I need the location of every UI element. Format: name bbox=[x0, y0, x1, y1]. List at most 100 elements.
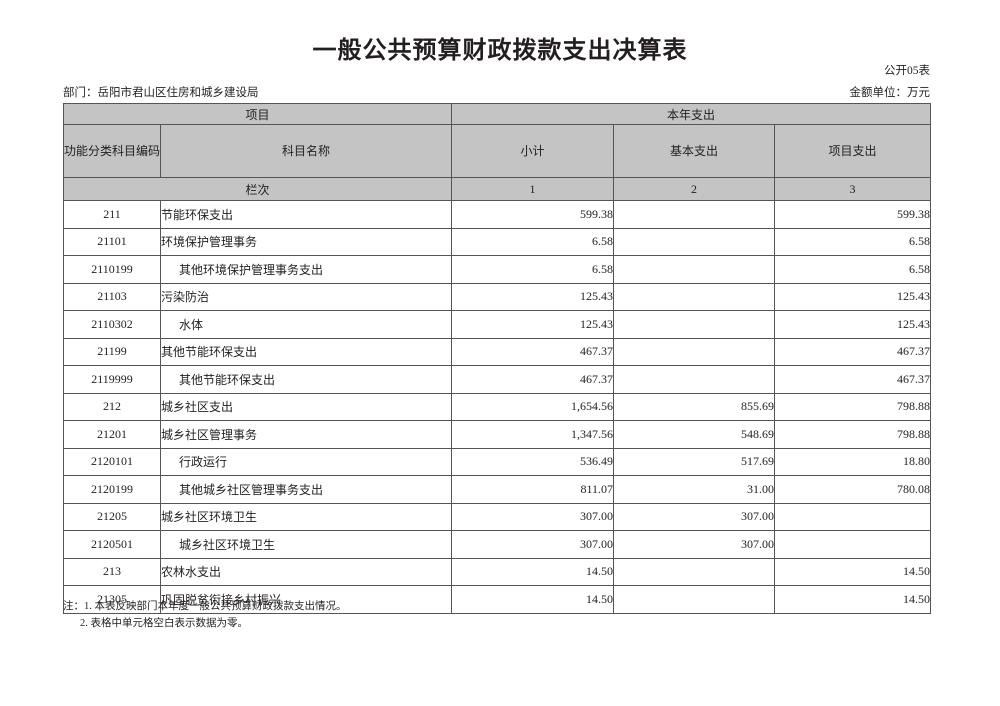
cell-project: 14.50 bbox=[774, 585, 932, 614]
cell-basic bbox=[613, 200, 776, 229]
table-row: 2120199 其他城乡社区管理事务支出 811.07 31.00 780.08 bbox=[63, 475, 932, 504]
cell-basic: 307.00 bbox=[613, 530, 776, 559]
cell-project: 14.50 bbox=[774, 557, 932, 586]
header-group-current-year-expenditure: 本年支出 bbox=[451, 103, 932, 125]
table-row: 212 城乡社区支出 1,654.56 855.69 798.88 bbox=[63, 392, 932, 421]
cell-name: 其他城乡社区管理事务支出 bbox=[159, 475, 453, 504]
amount-unit-label: 金额单位：万元 bbox=[849, 87, 931, 99]
cell-basic: 548.69 bbox=[613, 420, 776, 449]
department-label: 部门：岳阳市君山区住房和城乡建设局 bbox=[63, 87, 259, 99]
cell-name: 其他环境保护管理事务支出 bbox=[159, 255, 453, 284]
header-col-basic: 基本支出 bbox=[613, 124, 776, 178]
table-row: 2120101 行政运行 536.49 517.69 18.80 bbox=[63, 447, 932, 476]
cell-project: 798.88 bbox=[774, 420, 932, 449]
cell-subtotal: 1,654.56 bbox=[451, 392, 615, 421]
cell-basic bbox=[613, 337, 776, 366]
budget-table-container: 项目 本年支出 功能分类科目编码 科目名称 小计 基本支出 项目支出 栏次 1 … bbox=[62, 103, 932, 614]
table-row: 21305 巩固脱贫衔接乡村振兴 14.50 14.50 bbox=[63, 585, 932, 614]
table-row: 21199 其他节能环保支出 467.37 467.37 bbox=[63, 337, 932, 366]
cell-project bbox=[774, 502, 932, 531]
cell-subtotal: 6.58 bbox=[451, 255, 615, 284]
lane-number-subtotal: 1 bbox=[451, 177, 615, 201]
cell-name: 农林水支出 bbox=[159, 557, 453, 586]
cell-subtotal: 467.37 bbox=[451, 337, 615, 366]
table-row: 2110199 其他环境保护管理事务支出 6.58 6.58 bbox=[63, 255, 932, 284]
note-line-2: 2. 表格中单元格空白表示数据为零。 bbox=[80, 618, 248, 630]
lane-number-basic: 2 bbox=[613, 177, 776, 201]
cell-subtotal: 307.00 bbox=[451, 530, 615, 559]
cell-subtotal: 599.38 bbox=[451, 200, 615, 229]
header-group-item: 项目 bbox=[62, 103, 453, 125]
cell-name: 环境保护管理事务 bbox=[159, 227, 453, 256]
cell-basic: 855.69 bbox=[613, 392, 776, 421]
cell-project: 18.80 bbox=[774, 447, 932, 476]
cell-project: 780.08 bbox=[774, 475, 932, 504]
cell-basic bbox=[613, 282, 776, 311]
cell-basic bbox=[613, 585, 776, 614]
table-row: 2110302 水体 125.43 125.43 bbox=[63, 310, 932, 339]
cell-name: 其他节能环保支出 bbox=[159, 365, 453, 394]
cell-name: 行政运行 bbox=[159, 447, 453, 476]
table-head: 项目 本年支出 功能分类科目编码 科目名称 小计 基本支出 项目支出 栏次 1 … bbox=[62, 103, 932, 201]
cell-name: 其他节能环保支出 bbox=[159, 337, 453, 366]
table-row: 213 农林水支出 14.50 14.50 bbox=[63, 557, 932, 586]
cell-code: 2120501 bbox=[63, 530, 161, 559]
cell-code: 2110199 bbox=[63, 255, 161, 284]
header-col-subtotal: 小计 bbox=[451, 124, 615, 178]
cell-project: 467.37 bbox=[774, 365, 932, 394]
table-row: 2119999 其他节能环保支出 467.37 467.37 bbox=[63, 365, 932, 394]
table-row: 21201 城乡社区管理事务 1,347.56 548.69 798.88 bbox=[63, 420, 932, 449]
cell-project: 125.43 bbox=[774, 282, 932, 311]
cell-subtotal: 467.37 bbox=[451, 365, 615, 394]
cell-code: 21101 bbox=[63, 227, 161, 256]
cell-code: 21103 bbox=[63, 282, 161, 311]
cell-code: 2120101 bbox=[63, 447, 161, 476]
cell-basic bbox=[613, 310, 776, 339]
cell-subtotal: 125.43 bbox=[451, 310, 615, 339]
form-code-label: 公开05表 bbox=[884, 65, 930, 77]
cell-code: 211 bbox=[63, 200, 161, 229]
cell-project: 125.43 bbox=[774, 310, 932, 339]
cell-code: 21199 bbox=[63, 337, 161, 366]
cell-name: 城乡社区环境卫生 bbox=[159, 502, 453, 531]
cell-basic bbox=[613, 365, 776, 394]
budget-table: 项目 本年支出 功能分类科目编码 科目名称 小计 基本支出 项目支出 栏次 1 … bbox=[62, 103, 932, 614]
header-lane-row: 栏次 1 2 3 bbox=[62, 177, 932, 201]
cell-project: 6.58 bbox=[774, 227, 932, 256]
cell-project: 599.38 bbox=[774, 200, 932, 229]
header-col-code: 功能分类科目编码 bbox=[63, 124, 161, 178]
page-title: 一般公共预算财政拨款支出决算表 bbox=[312, 38, 688, 64]
header-col-project: 项目支出 bbox=[774, 124, 932, 178]
cell-subtotal: 307.00 bbox=[451, 502, 615, 531]
cell-code: 212 bbox=[63, 392, 161, 421]
cell-name: 城乡社区支出 bbox=[159, 392, 453, 421]
lane-label: 栏次 bbox=[62, 177, 453, 201]
cell-subtotal: 125.43 bbox=[451, 282, 615, 311]
cell-basic bbox=[613, 557, 776, 586]
cell-subtotal: 14.50 bbox=[451, 585, 615, 614]
cell-project bbox=[774, 530, 932, 559]
cell-basic bbox=[613, 227, 776, 256]
table-body: 211 节能环保支出 599.38 599.38 21101 环境保护管理事务 6.58 6.… bbox=[63, 200, 932, 614]
cell-project: 467.37 bbox=[774, 337, 932, 366]
lane-number-project: 3 bbox=[774, 177, 932, 201]
cell-name: 节能环保支出 bbox=[159, 200, 453, 229]
cell-code: 21305 bbox=[63, 585, 161, 614]
table-row: 21205 城乡社区环境卫生 307.00 307.00 bbox=[63, 502, 932, 531]
cell-code: 2120199 bbox=[63, 475, 161, 504]
cell-code: 2110302 bbox=[63, 310, 161, 339]
table-row: 21103 污染防治 125.43 125.43 bbox=[63, 282, 932, 311]
cell-basic bbox=[613, 255, 776, 284]
cell-code: 21205 bbox=[63, 502, 161, 531]
cell-name: 城乡社区环境卫生 bbox=[159, 530, 453, 559]
cell-subtotal: 1,347.56 bbox=[451, 420, 615, 449]
cell-project: 6.58 bbox=[774, 255, 932, 284]
header-group-row: 项目 本年支出 bbox=[62, 103, 932, 125]
cell-name: 水体 bbox=[159, 310, 453, 339]
cell-code: 213 bbox=[63, 557, 161, 586]
cell-subtotal: 536.49 bbox=[451, 447, 615, 476]
cell-basic: 307.00 bbox=[613, 502, 776, 531]
cell-code: 21201 bbox=[63, 420, 161, 449]
note-line-1: 注：1. 本表反映部门本年度一般公共预算财政拨款支出情况。 bbox=[63, 601, 347, 612]
